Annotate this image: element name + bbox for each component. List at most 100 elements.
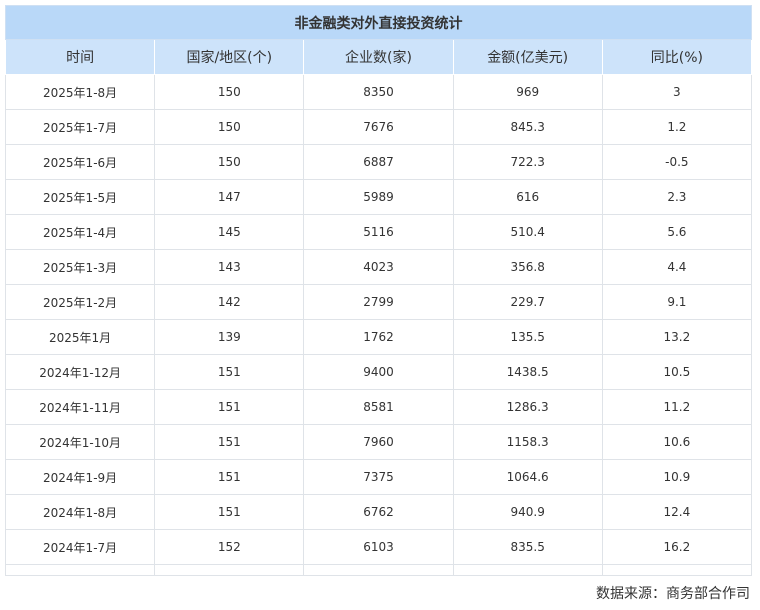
table-cell: 1438.5: [452, 354, 603, 390]
table-title: 非金融类对外直接投资统计: [5, 5, 752, 40]
empty-row: [4, 564, 753, 576]
table-row: 2025年1-2月 142 2799 229.7 9.1: [4, 284, 753, 320]
table-cell: 150: [154, 109, 305, 145]
table-cell: 2024年1-7月: [4, 529, 156, 565]
table-cell: 845.3: [452, 109, 603, 145]
table-cell: 4023: [303, 249, 454, 285]
table-row: 2024年1-10月 151 7960 1158.3 10.6: [4, 424, 753, 460]
table-row: 2025年1-7月 150 7676 845.3 1.2: [4, 109, 753, 145]
table-cell: 2025年1月: [4, 319, 156, 355]
table-cell: 3: [601, 74, 753, 110]
table-cell: 10.9: [601, 459, 753, 495]
table-cell: 835.5: [452, 529, 603, 565]
table-cell: 7960: [303, 424, 454, 460]
table-cell: 151: [154, 424, 305, 460]
table-cell: 940.9: [452, 494, 603, 530]
table-cell: 2024年1-8月: [4, 494, 156, 530]
table-cell: 7676: [303, 109, 454, 145]
column-header: 企业数(家): [303, 39, 454, 75]
table-row: 2024年1-12月 151 9400 1438.5 10.5: [4, 354, 753, 390]
table-cell: 151: [154, 354, 305, 390]
investment-table: 非金融类对外直接投资统计 时间 国家/地区(个) 企业数(家) 金额(亿美元) 同比(%…: [4, 5, 753, 576]
table-cell: -0.5: [601, 144, 753, 180]
table-cell: 13.2: [601, 319, 753, 355]
table-cell: 12.4: [601, 494, 753, 530]
table-cell: 145: [154, 214, 305, 250]
table-cell: 2.3: [601, 179, 753, 215]
empty-cell: [154, 564, 305, 576]
table-cell: 9400: [303, 354, 454, 390]
empty-cell: [452, 564, 603, 576]
table-row: 2025年1-3月 143 4023 356.8 4.4: [4, 249, 753, 285]
table-cell: 8581: [303, 389, 454, 425]
table-cell: 1286.3: [452, 389, 603, 425]
table-cell: 356.8: [452, 249, 603, 285]
table-cell: 11.2: [601, 389, 753, 425]
table-row: 2025年1-4月 145 5116 510.4 5.6: [4, 214, 753, 250]
table-cell: 16.2: [601, 529, 753, 565]
table-cell: 151: [154, 494, 305, 530]
table-cell: 142: [154, 284, 305, 320]
table-cell: 2024年1-9月: [4, 459, 156, 495]
table-cell: 616: [452, 179, 603, 215]
table-cell: 5116: [303, 214, 454, 250]
table-cell: 2024年1-12月: [4, 354, 156, 390]
table-cell: 2025年1-6月: [4, 144, 156, 180]
table-cell: 10.5: [601, 354, 753, 390]
table-row: 2025年1月 139 1762 135.5 13.2: [4, 319, 753, 355]
table-cell: 143: [154, 249, 305, 285]
table-cell: 6762: [303, 494, 454, 530]
table-row: 2024年1-11月 151 8581 1286.3 11.2: [4, 389, 753, 425]
table-cell: 2025年1-5月: [4, 179, 156, 215]
table-cell: 7375: [303, 459, 454, 495]
table-cell: 151: [154, 459, 305, 495]
table-cell: 1158.3: [452, 424, 603, 460]
table-cell: 8350: [303, 74, 454, 110]
table-cell: 722.3: [452, 144, 603, 180]
source-note: 数据来源：商务部合作司: [596, 586, 750, 602]
table-cell: 5989: [303, 179, 454, 215]
table-cell: 229.7: [452, 284, 603, 320]
table-cell: 135.5: [452, 319, 603, 355]
table-cell: 1064.6: [452, 459, 603, 495]
table-body: 2025年1-8月 150 8350 969 3 2025年1-7月 150 7676 845.…: [4, 74, 753, 576]
table-cell: 4.4: [601, 249, 753, 285]
table-cell: 2024年1-11月: [4, 389, 156, 425]
table-cell: 2025年1-2月: [4, 284, 156, 320]
column-header: 同比(%): [601, 39, 753, 75]
table-cell: 2024年1-10月: [4, 424, 156, 460]
empty-cell: [303, 564, 454, 576]
empty-cell: [4, 564, 156, 576]
table-cell: 9.1: [601, 284, 753, 320]
table-row: 2024年1-8月 151 6762 940.9 12.4: [4, 494, 753, 530]
table-cell: 6887: [303, 144, 454, 180]
table-cell: 152: [154, 529, 305, 565]
table-row: 2025年1-5月 147 5989 616 2.3: [4, 179, 753, 215]
table-cell: 969: [452, 74, 603, 110]
table-cell: 139: [154, 319, 305, 355]
table-cell: 2025年1-3月: [4, 249, 156, 285]
table-cell: 2799: [303, 284, 454, 320]
table-cell: 2025年1-8月: [4, 74, 156, 110]
table-row: 2024年1-7月 152 6103 835.5 16.2: [4, 529, 753, 565]
header-row: 时间 国家/地区(个) 企业数(家) 金额(亿美元) 同比(%): [4, 39, 753, 75]
table-cell: 10.6: [601, 424, 753, 460]
empty-cell: [601, 564, 753, 576]
table-cell: 151: [154, 389, 305, 425]
column-header: 时间: [4, 39, 156, 75]
table-cell: 2025年1-4月: [4, 214, 156, 250]
table-cell: 150: [154, 144, 305, 180]
table-row: 2025年1-8月 150 8350 969 3: [4, 74, 753, 110]
table-cell: 1.2: [601, 109, 753, 145]
table-row: 2024年1-9月 151 7375 1064.6 10.9: [4, 459, 753, 495]
table-cell: 1762: [303, 319, 454, 355]
column-header: 金额(亿美元): [452, 39, 603, 75]
table-cell: 150: [154, 74, 305, 110]
table-cell: 5.6: [601, 214, 753, 250]
column-header: 国家/地区(个): [154, 39, 305, 75]
table-row: 2025年1-6月 150 6887 722.3 -0.5: [4, 144, 753, 180]
table-cell: 147: [154, 179, 305, 215]
table-cell: 2025年1-7月: [4, 109, 156, 145]
table-cell: 510.4: [452, 214, 603, 250]
table-cell: 6103: [303, 529, 454, 565]
